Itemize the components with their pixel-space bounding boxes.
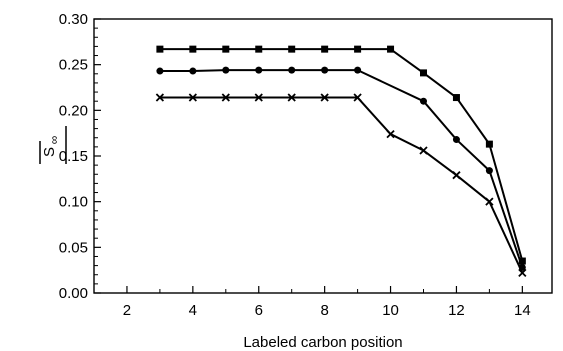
series-line-circle	[159, 69, 524, 268]
x-tick-label: 14	[514, 302, 531, 319]
data-point-circle	[222, 66, 230, 74]
data-point-cross	[419, 146, 428, 155]
data-point-cross	[155, 93, 165, 102]
x-tick-label: 10	[382, 302, 399, 319]
data-point-circle	[288, 66, 296, 74]
y-tick-label: 0.10	[59, 194, 88, 211]
y-tick-label: 0.15	[59, 148, 88, 165]
data-point-square	[255, 45, 263, 53]
data-point-square	[452, 94, 460, 102]
y-tick-label: 0.20	[59, 102, 88, 119]
data-point-cross	[254, 93, 263, 102]
data-point-cross	[188, 93, 197, 102]
data-point-square	[189, 45, 197, 53]
data-point-cross	[320, 93, 329, 102]
data-point-cross	[386, 129, 395, 139]
x-tick-label: 12	[448, 302, 465, 319]
axis-ticks: 0.00 0.05 0.10 0.15 0.20 0.25 0.30 2 4 6 8 10 12 14	[59, 11, 531, 319]
data-point-circle	[189, 67, 197, 75]
data-point-cross	[452, 171, 461, 180]
data-point-cross	[287, 93, 296, 102]
y-tick-label: 0.05	[59, 239, 88, 256]
y-label-subscript: ∞	[47, 136, 61, 145]
data-point-square	[288, 45, 296, 53]
y-axis-label: S ∞	[39, 126, 67, 164]
series-layer	[155, 45, 527, 278]
data-point-square	[419, 69, 427, 77]
y-tick-label: 0.30	[59, 11, 88, 28]
data-point-cross	[518, 268, 527, 278]
data-point-cross	[221, 93, 230, 102]
x-axis-label: Labeled carbon position	[243, 334, 402, 351]
data-point-square	[156, 45, 164, 53]
y-tick-label: 0.00	[59, 285, 88, 302]
x-tick-label: 8	[320, 302, 328, 319]
data-point-square	[485, 140, 493, 148]
y-label-main: S	[41, 147, 58, 157]
x-tick-label: 2	[123, 302, 131, 319]
data-point-circle	[156, 67, 164, 75]
plot-frame	[93, 18, 553, 294]
series-line-square	[159, 48, 524, 262]
x-tick-label: 4	[189, 302, 197, 319]
data-point-square	[222, 45, 230, 53]
series-line-cross	[159, 96, 524, 274]
data-point-square	[518, 257, 526, 265]
data-point-circle	[452, 136, 460, 144]
data-point-square	[321, 45, 329, 53]
data-point-circle	[419, 97, 427, 105]
data-point-square	[354, 45, 362, 53]
data-point-circle	[485, 167, 493, 175]
data-point-circle	[321, 66, 329, 74]
data-point-cross	[485, 197, 494, 206]
data-point-cross	[353, 93, 362, 102]
data-point-circle	[354, 66, 362, 74]
y-tick-label: 0.25	[59, 57, 88, 74]
data-point-square	[387, 45, 395, 53]
data-point-circle	[255, 66, 263, 74]
x-tick-label: 6	[255, 302, 263, 319]
